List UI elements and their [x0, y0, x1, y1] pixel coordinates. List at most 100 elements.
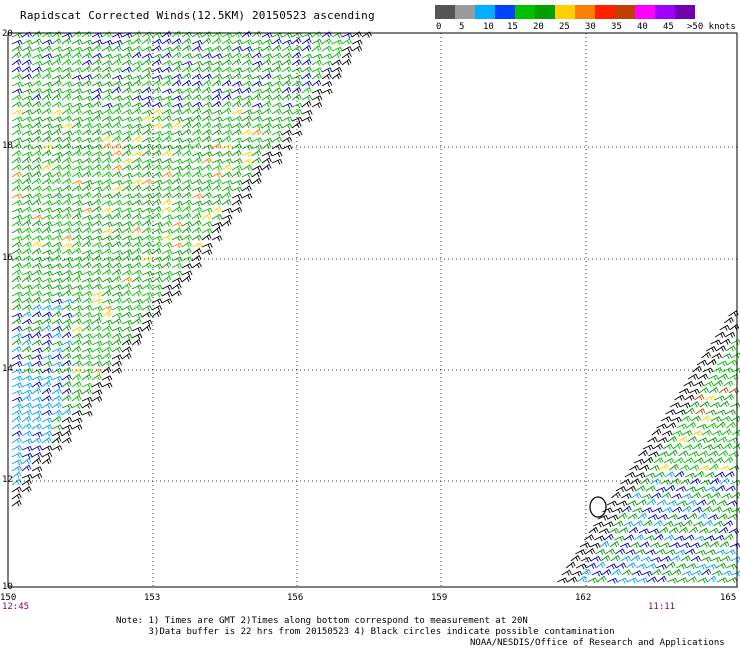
wind-barb [81, 88, 93, 95]
wind-barb [723, 380, 734, 387]
wind-barb [171, 121, 182, 129]
wind-barb [705, 345, 717, 353]
wind-barb [61, 150, 73, 157]
wind-barb [31, 304, 42, 311]
wind-barb [41, 67, 53, 74]
wind-barb [201, 157, 212, 164]
wind-barb [211, 235, 223, 242]
legend-swatch-10 [635, 5, 655, 19]
wind-barb [31, 403, 43, 410]
wind-barb [51, 318, 63, 325]
wind-barb [51, 409, 63, 416]
wind-barb [101, 130, 113, 137]
wind-barb [638, 449, 648, 457]
wind-barb [161, 206, 172, 213]
wind-barb [101, 221, 113, 228]
wind-barb [91, 262, 103, 269]
wind-barb [51, 192, 63, 199]
wind-barb [91, 44, 102, 52]
wind-barb [11, 248, 22, 255]
wind-barb [729, 402, 740, 409]
wind-barb [21, 95, 33, 102]
wind-barb [640, 556, 652, 563]
wind-barb [161, 214, 173, 221]
wind-barb [31, 185, 43, 192]
wind-barb [646, 498, 657, 506]
wind-barb [81, 184, 92, 192]
wind-barb [638, 528, 650, 535]
wind-barb [61, 212, 72, 220]
wind-barb [707, 374, 719, 381]
wind-barb [321, 38, 332, 45]
wind-speed-color-scale: 0 5 10 15 20 25 30 35 40 45 >50 knots [435, 5, 736, 35]
wind-barb [679, 402, 691, 409]
wind-barb [251, 137, 263, 144]
wind-barb [31, 66, 42, 73]
wind-barb [684, 472, 696, 479]
wind-barb [271, 65, 282, 73]
wind-barb [181, 256, 193, 263]
wind-barb [593, 521, 604, 528]
wind-barb [620, 478, 631, 485]
wind-barb [211, 88, 223, 95]
wind-barb [51, 353, 63, 360]
wind-barb [41, 93, 52, 101]
wind-barb [61, 177, 72, 185]
wind-barb [51, 164, 63, 171]
wind-barb [231, 109, 243, 116]
wind-barb [161, 254, 172, 262]
wind-barb [161, 115, 172, 122]
wind-barb [191, 39, 203, 46]
wind-barb [708, 386, 719, 394]
wind-barb [11, 227, 23, 234]
wind-barb [111, 157, 122, 164]
wind-barb [694, 394, 705, 401]
wind-barb [701, 568, 712, 576]
wind-barb [11, 142, 22, 150]
wind-barb [171, 185, 183, 192]
wind-barb [241, 172, 253, 179]
wind-barb [121, 289, 132, 297]
wind-barb [151, 108, 163, 115]
wind-barb [131, 226, 142, 234]
wind-barb [321, 88, 333, 95]
wind-barb [101, 184, 112, 192]
wind-barb [699, 465, 710, 472]
wind-barb [566, 576, 578, 583]
wind-barb [61, 276, 72, 283]
wind-barb [700, 479, 711, 486]
wind-barb [720, 338, 731, 345]
wind-barb [723, 317, 734, 324]
wind-barb [121, 193, 133, 200]
wind-barb [71, 256, 83, 263]
wind-barb [41, 149, 52, 157]
wind-barb [101, 325, 113, 332]
wind-barb [181, 275, 192, 283]
wind-barb [720, 555, 731, 562]
wind-barb [642, 507, 653, 514]
wind-barb [131, 304, 143, 311]
wind-barb [31, 283, 42, 290]
wind-barb [101, 228, 113, 235]
wind-barb [311, 95, 323, 102]
wind-barb [675, 485, 687, 492]
wind-barb [727, 513, 738, 520]
wind-barb [111, 86, 122, 94]
legend-swatch-2 [475, 5, 495, 19]
wind-barb [688, 388, 700, 395]
wind-barb [261, 67, 273, 74]
wind-barb [690, 415, 702, 422]
wind-barb [91, 268, 102, 276]
wind-barb [151, 310, 162, 318]
wind-barb [690, 555, 701, 562]
wind-barb [71, 59, 82, 66]
wind-barb [61, 227, 73, 234]
wind-barb [201, 52, 213, 59]
wind-barb [261, 53, 273, 60]
wind-barb [31, 207, 43, 214]
wind-barb [21, 156, 32, 164]
wind-barb [51, 277, 63, 284]
legend-swatch-1 [455, 5, 475, 19]
wind-barb [221, 123, 233, 130]
wind-barb [231, 45, 243, 53]
